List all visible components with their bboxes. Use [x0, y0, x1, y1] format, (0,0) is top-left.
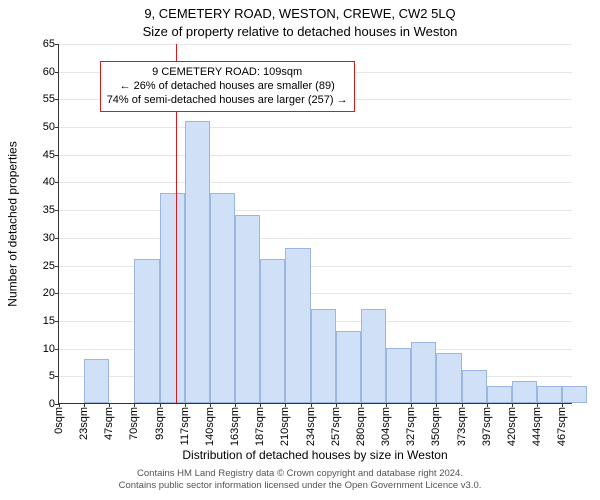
histogram-bar	[336, 331, 361, 403]
histogram-bar	[487, 386, 512, 403]
y-tick-label: 50	[43, 121, 59, 133]
x-tick-label: 280sqm	[355, 403, 367, 446]
property-size-chart: 9, CEMETERY ROAD, WESTON, CREWE, CW2 5LQ…	[0, 0, 600, 500]
histogram-bar	[311, 309, 336, 403]
chart-title-sub: Size of property relative to detached ho…	[0, 24, 600, 39]
histogram-bar	[235, 215, 260, 403]
annotation-line: 9 CEMETERY ROAD: 109sqm	[107, 65, 348, 79]
histogram-bar	[160, 193, 185, 403]
y-tick-label: 40	[43, 176, 59, 188]
x-tick-label: 327sqm	[405, 403, 417, 446]
x-tick-label: 117sqm	[179, 403, 191, 445]
x-axis-label: Distribution of detached houses by size …	[58, 448, 572, 462]
histogram-bar	[436, 353, 461, 403]
y-tick-label: 5	[49, 370, 59, 382]
histogram-bar	[512, 381, 537, 403]
histogram-bar	[562, 386, 587, 403]
histogram-bar	[84, 359, 109, 403]
x-tick-label: 420sqm	[506, 403, 518, 446]
gridline	[59, 155, 572, 156]
x-tick-label: 257sqm	[330, 403, 342, 446]
y-tick-label: 55	[43, 93, 59, 105]
footer-line-2: Contains public sector information licen…	[0, 480, 600, 492]
y-tick-label: 20	[43, 287, 59, 299]
gridline	[59, 238, 572, 239]
y-axis-label: Number of detached properties	[6, 44, 20, 404]
annotation-line: 74% of semi-detached houses are larger (…	[107, 93, 348, 107]
histogram-bar	[462, 370, 487, 403]
plot-area: 051015202530354045505560650sqm23sqm47sqm…	[58, 44, 572, 404]
x-tick-label: 234sqm	[305, 403, 317, 446]
x-tick-label: 70sqm	[128, 403, 140, 440]
histogram-bar	[185, 121, 210, 403]
gridline	[59, 44, 572, 45]
y-tick-label: 10	[43, 343, 59, 355]
y-tick-label: 65	[43, 38, 59, 50]
gridline	[59, 127, 572, 128]
x-tick-label: 187sqm	[254, 403, 266, 446]
histogram-bar	[361, 309, 386, 403]
y-tick-label: 45	[43, 149, 59, 161]
histogram-bar	[537, 386, 562, 403]
x-tick-label: 0sqm	[53, 403, 65, 434]
gridline	[59, 210, 572, 211]
histogram-bar	[411, 342, 436, 403]
x-tick-label: 47sqm	[103, 403, 115, 440]
x-tick-label: 467sqm	[556, 403, 568, 446]
histogram-bar	[386, 348, 411, 403]
y-tick-label: 60	[43, 66, 59, 78]
x-tick-label: 304sqm	[380, 403, 392, 446]
annotation-line: ← 26% of detached houses are smaller (89…	[107, 79, 348, 93]
histogram-bar	[260, 259, 285, 403]
chart-footer: Contains HM Land Registry data © Crown c…	[0, 468, 600, 492]
y-tick-label: 15	[43, 315, 59, 327]
x-tick-label: 140sqm	[204, 403, 216, 446]
y-tick-label: 30	[43, 232, 59, 244]
histogram-bar	[285, 248, 310, 403]
chart-title-main: 9, CEMETERY ROAD, WESTON, CREWE, CW2 5LQ	[0, 6, 600, 21]
y-tick-label: 35	[43, 204, 59, 216]
x-tick-label: 163sqm	[229, 403, 241, 446]
x-tick-label: 210sqm	[279, 403, 291, 446]
footer-line-1: Contains HM Land Registry data © Crown c…	[0, 468, 600, 480]
annotation-box: 9 CEMETERY ROAD: 109sqm← 26% of detached…	[100, 61, 355, 112]
x-tick-label: 444sqm	[531, 403, 543, 446]
x-tick-label: 373sqm	[456, 403, 468, 446]
histogram-bar	[134, 259, 159, 403]
y-tick-label: 25	[43, 260, 59, 272]
histogram-bar	[210, 193, 235, 403]
x-tick-label: 397sqm	[481, 403, 493, 446]
x-tick-label: 93sqm	[154, 403, 166, 440]
gridline	[59, 182, 572, 183]
x-tick-label: 23sqm	[78, 403, 90, 440]
x-tick-label: 350sqm	[430, 403, 442, 446]
